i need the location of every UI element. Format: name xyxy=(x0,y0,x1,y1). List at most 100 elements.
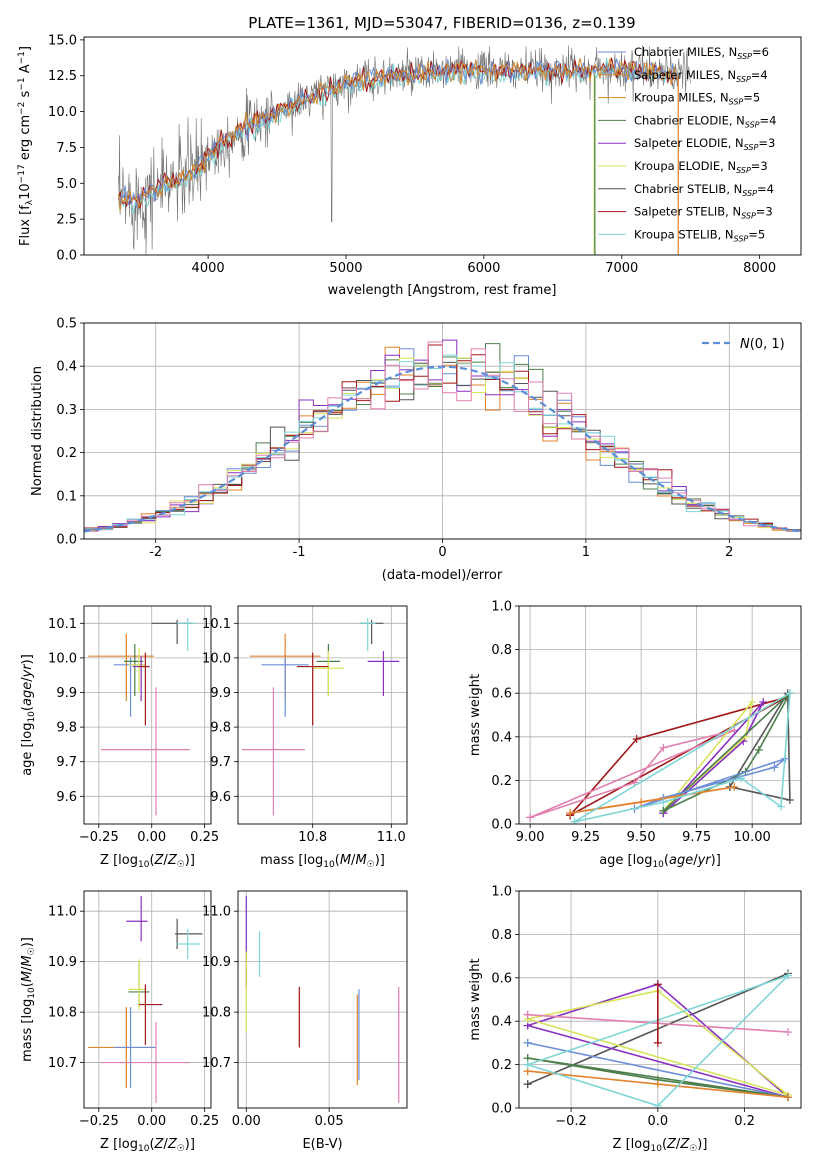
weight-marker xyxy=(659,806,668,815)
y-tick-label: 10.0 xyxy=(202,651,231,666)
weight-series xyxy=(574,691,791,823)
x-tick-label: 4000 xyxy=(192,261,225,276)
y-axis-label: mass [log10(M/M☉)] xyxy=(20,937,37,1062)
y-tick-label: 0.1 xyxy=(56,489,77,504)
y-tick-label: 12.5 xyxy=(48,69,77,84)
y-tick-label: 1.0 xyxy=(491,600,512,615)
weight-marker xyxy=(783,1028,792,1037)
model-spectrum xyxy=(118,57,677,211)
data-point xyxy=(113,1007,156,1088)
data-point xyxy=(100,687,190,816)
data-point xyxy=(88,633,154,702)
plot-area xyxy=(118,45,691,255)
y-tick-label: 9.7 xyxy=(210,755,231,770)
data-point xyxy=(100,1022,190,1103)
y-tick-label: 0.8 xyxy=(491,928,512,943)
y-tick-label: 9.8 xyxy=(56,721,77,736)
y-tick-label: 0.0 xyxy=(491,1102,512,1117)
legend-label: N(0, 1) xyxy=(740,337,785,352)
panel-weight_vs_age: 9.00 9.25 9.50 9.75 10.00 0.0 0.2 0.4 0.6 0.8 1.0 xyxy=(491,600,802,845)
weight-series xyxy=(662,701,765,814)
weight-marker xyxy=(783,971,792,980)
axes-frame xyxy=(83,890,212,1109)
x-tick-label: 0.05 xyxy=(315,1114,344,1129)
x-tick-label: -1 xyxy=(293,545,306,560)
y-axis-label: Normed distribution xyxy=(30,366,45,496)
x-axis-label: age [log10(age/yr)] xyxy=(599,853,721,870)
chart-title: PLATE=1361, MJD=53047, FIBERID=0136, z=0… xyxy=(248,14,635,32)
weight-marker xyxy=(653,1038,662,1047)
y-tick-label: 10.8 xyxy=(202,1006,231,1021)
weight-marker xyxy=(632,734,641,743)
legend-label: Salpeter ELODIE, NSSP=3 xyxy=(634,136,775,152)
legend-label: Kroupa MILES, NSSP=5 xyxy=(634,91,760,107)
data-point xyxy=(126,896,148,942)
panel-mass_vs_Z: −0.25 0.00 0.25 10.7 10.8 10.9 11.0 xyxy=(48,890,219,1129)
y-axis-label: mass weight xyxy=(468,674,483,756)
weight-marker xyxy=(637,798,646,807)
y-tick-label: 10.7 xyxy=(202,1056,231,1071)
weight-series xyxy=(729,690,791,801)
legend-label: Salpeter MILES, NSSP=4 xyxy=(634,68,768,84)
plot-area xyxy=(88,618,197,816)
y-axis-label: mass weight xyxy=(468,958,483,1040)
weight-marker xyxy=(566,809,575,818)
x-axis-label: Z [log10(Z/Z☉)] xyxy=(100,1137,195,1154)
legend-label: Kroupa ELODIE, NSSP=3 xyxy=(634,159,768,175)
weight-marker xyxy=(659,743,668,752)
y-tick-label: 9.6 xyxy=(56,790,77,805)
axes-frame xyxy=(237,605,408,825)
data-point xyxy=(261,657,309,717)
y-tick-label: 10.7 xyxy=(48,1056,77,1071)
data-point xyxy=(139,984,163,1045)
plot-area xyxy=(241,618,400,816)
axes-frame xyxy=(518,605,802,825)
weight-marker xyxy=(659,798,668,807)
y-tick-label: 10.9 xyxy=(48,955,77,970)
y-tick-label: 9.9 xyxy=(210,686,231,701)
y-tick-label: 0.4 xyxy=(56,360,77,375)
normal-curve xyxy=(84,365,801,533)
legend-label: Kroupa STELIB, NSSP=5 xyxy=(634,227,765,243)
weight-marker xyxy=(653,980,662,989)
axes-frame xyxy=(518,890,802,1109)
y-tick-label: 0.5 xyxy=(56,317,77,332)
data-point xyxy=(241,687,305,816)
axes-frame xyxy=(83,605,212,825)
weight-marker xyxy=(754,745,763,754)
weight-marker xyxy=(523,1060,532,1069)
data-point xyxy=(139,652,150,726)
y-tick-label: 9.6 xyxy=(210,790,231,805)
y-tick-label: 1.0 xyxy=(491,885,512,900)
panel-residuals: -2 -1 0 1 2 0.0 0.1 0.2 0.3 0.4 0.5 xyxy=(56,317,802,560)
x-tick-label: 9.50 xyxy=(627,830,656,845)
x-tick-label: −0.2 xyxy=(555,1114,587,1129)
y-tick-label: 0.6 xyxy=(491,687,512,702)
x-tick-label: 0 xyxy=(438,545,446,560)
weight-series xyxy=(569,696,786,817)
legend: Chabrier MILES, NSSP=6 Salpeter MILES, NS… xyxy=(598,45,776,243)
x-axis-label: E(B-V) xyxy=(302,1137,342,1152)
y-tick-label: 0.0 xyxy=(56,533,77,548)
x-tick-label: −0.25 xyxy=(79,830,119,845)
y-tick-label: 9.9 xyxy=(56,686,77,701)
spectrum-data xyxy=(118,45,691,255)
y-tick-label: 11.0 xyxy=(202,905,231,920)
x-tick-label: 8000 xyxy=(743,261,776,276)
weight-marker xyxy=(770,763,779,772)
plot-area xyxy=(526,689,794,824)
y-tick-label: 0.2 xyxy=(491,1058,512,1073)
x-tick-label: 0.00 xyxy=(232,1114,261,1129)
y-tick-label: 7.5 xyxy=(56,141,77,156)
weight-marker xyxy=(523,1080,532,1089)
x-tick-label: 0.2 xyxy=(734,1114,755,1129)
y-tick-label: 15.0 xyxy=(48,33,77,48)
y-tick-label: 0.4 xyxy=(491,730,512,745)
x-tick-label: −0.25 xyxy=(79,1114,119,1129)
legend-label: Chabrier MILES, NSSP=6 xyxy=(634,45,769,61)
x-tick-label: 0.00 xyxy=(137,830,166,845)
y-axis-label: age [log10(age/yr)] xyxy=(20,654,37,776)
data-point xyxy=(124,644,144,696)
legend-label: Chabrier STELIB, NSSP=4 xyxy=(634,182,774,198)
